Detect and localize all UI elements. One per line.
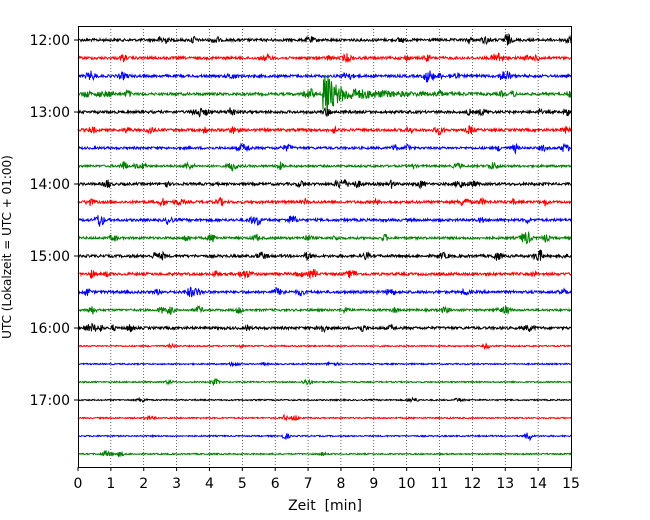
x-tick-label: 13: [496, 476, 514, 492]
y-tick-label: 15:00: [30, 249, 70, 265]
x-tick-label: 4: [205, 476, 214, 492]
trace-1500: [77, 248, 572, 262]
trace-1700: [77, 396, 572, 404]
x-tick-label: 0: [74, 476, 83, 492]
x-tick-label: 1: [106, 476, 115, 492]
trace-1630: [77, 360, 572, 368]
x-tick-label: 15: [562, 476, 580, 492]
y-tick-label: 12:00: [30, 33, 70, 49]
x-tick-label: 2: [139, 476, 148, 492]
y-tick-label: 13:00: [30, 105, 70, 121]
trace-1515: [77, 269, 572, 280]
trace-1345: [77, 161, 572, 172]
trace-1615: [77, 342, 572, 351]
y-tick-label: 17:00: [30, 393, 70, 409]
trace-1545: [77, 304, 572, 316]
trace-1315: [77, 125, 572, 136]
plot-frame: [78, 26, 572, 468]
trace-1245: [77, 74, 572, 116]
y-tick-label: 16:00: [30, 321, 70, 337]
x-tick-label: 6: [271, 476, 280, 492]
x-axis-ticks: 0 1 2 3 4 5 6 7 8 9 10 11 12 13 14 15: [74, 467, 580, 492]
x-tick-label: 3: [172, 476, 181, 492]
y-tick-label: 14:00: [30, 177, 70, 193]
trace-1645: [77, 377, 572, 387]
trace-1430: [77, 215, 572, 227]
trace-1300: [77, 106, 572, 118]
trace-1445: [77, 230, 572, 245]
trace-1415: [77, 196, 572, 208]
x-axis-title: Zeit [min]: [288, 498, 362, 514]
trace-1730: [77, 432, 572, 442]
seismic-traces: [77, 32, 572, 458]
trace-1530: [77, 286, 572, 298]
trace-1715: [77, 413, 572, 421]
x-tick-label: 9: [369, 476, 378, 492]
x-tick-label: 14: [529, 476, 547, 492]
trace-1600: [77, 322, 572, 334]
y-axis-title: UTC (Lokalzeit = UTC + 01:00): [0, 155, 14, 339]
x-tick-label: 5: [238, 476, 247, 492]
x-tick-label: 8: [336, 476, 345, 492]
trace-1330: [77, 142, 572, 155]
trace-1400: [77, 179, 572, 190]
x-tick-label: 10: [398, 476, 416, 492]
trace-1215: [77, 52, 572, 64]
x-tick-label: 11: [431, 476, 449, 492]
x-tick-label: 12: [463, 476, 481, 492]
trace-1745: [77, 449, 572, 458]
trace-1200: [77, 32, 572, 46]
x-tick-label: 7: [304, 476, 313, 492]
y-axis-ticks: 12:00 13:00 14:00 15:00 16:00 17:00: [30, 33, 78, 409]
